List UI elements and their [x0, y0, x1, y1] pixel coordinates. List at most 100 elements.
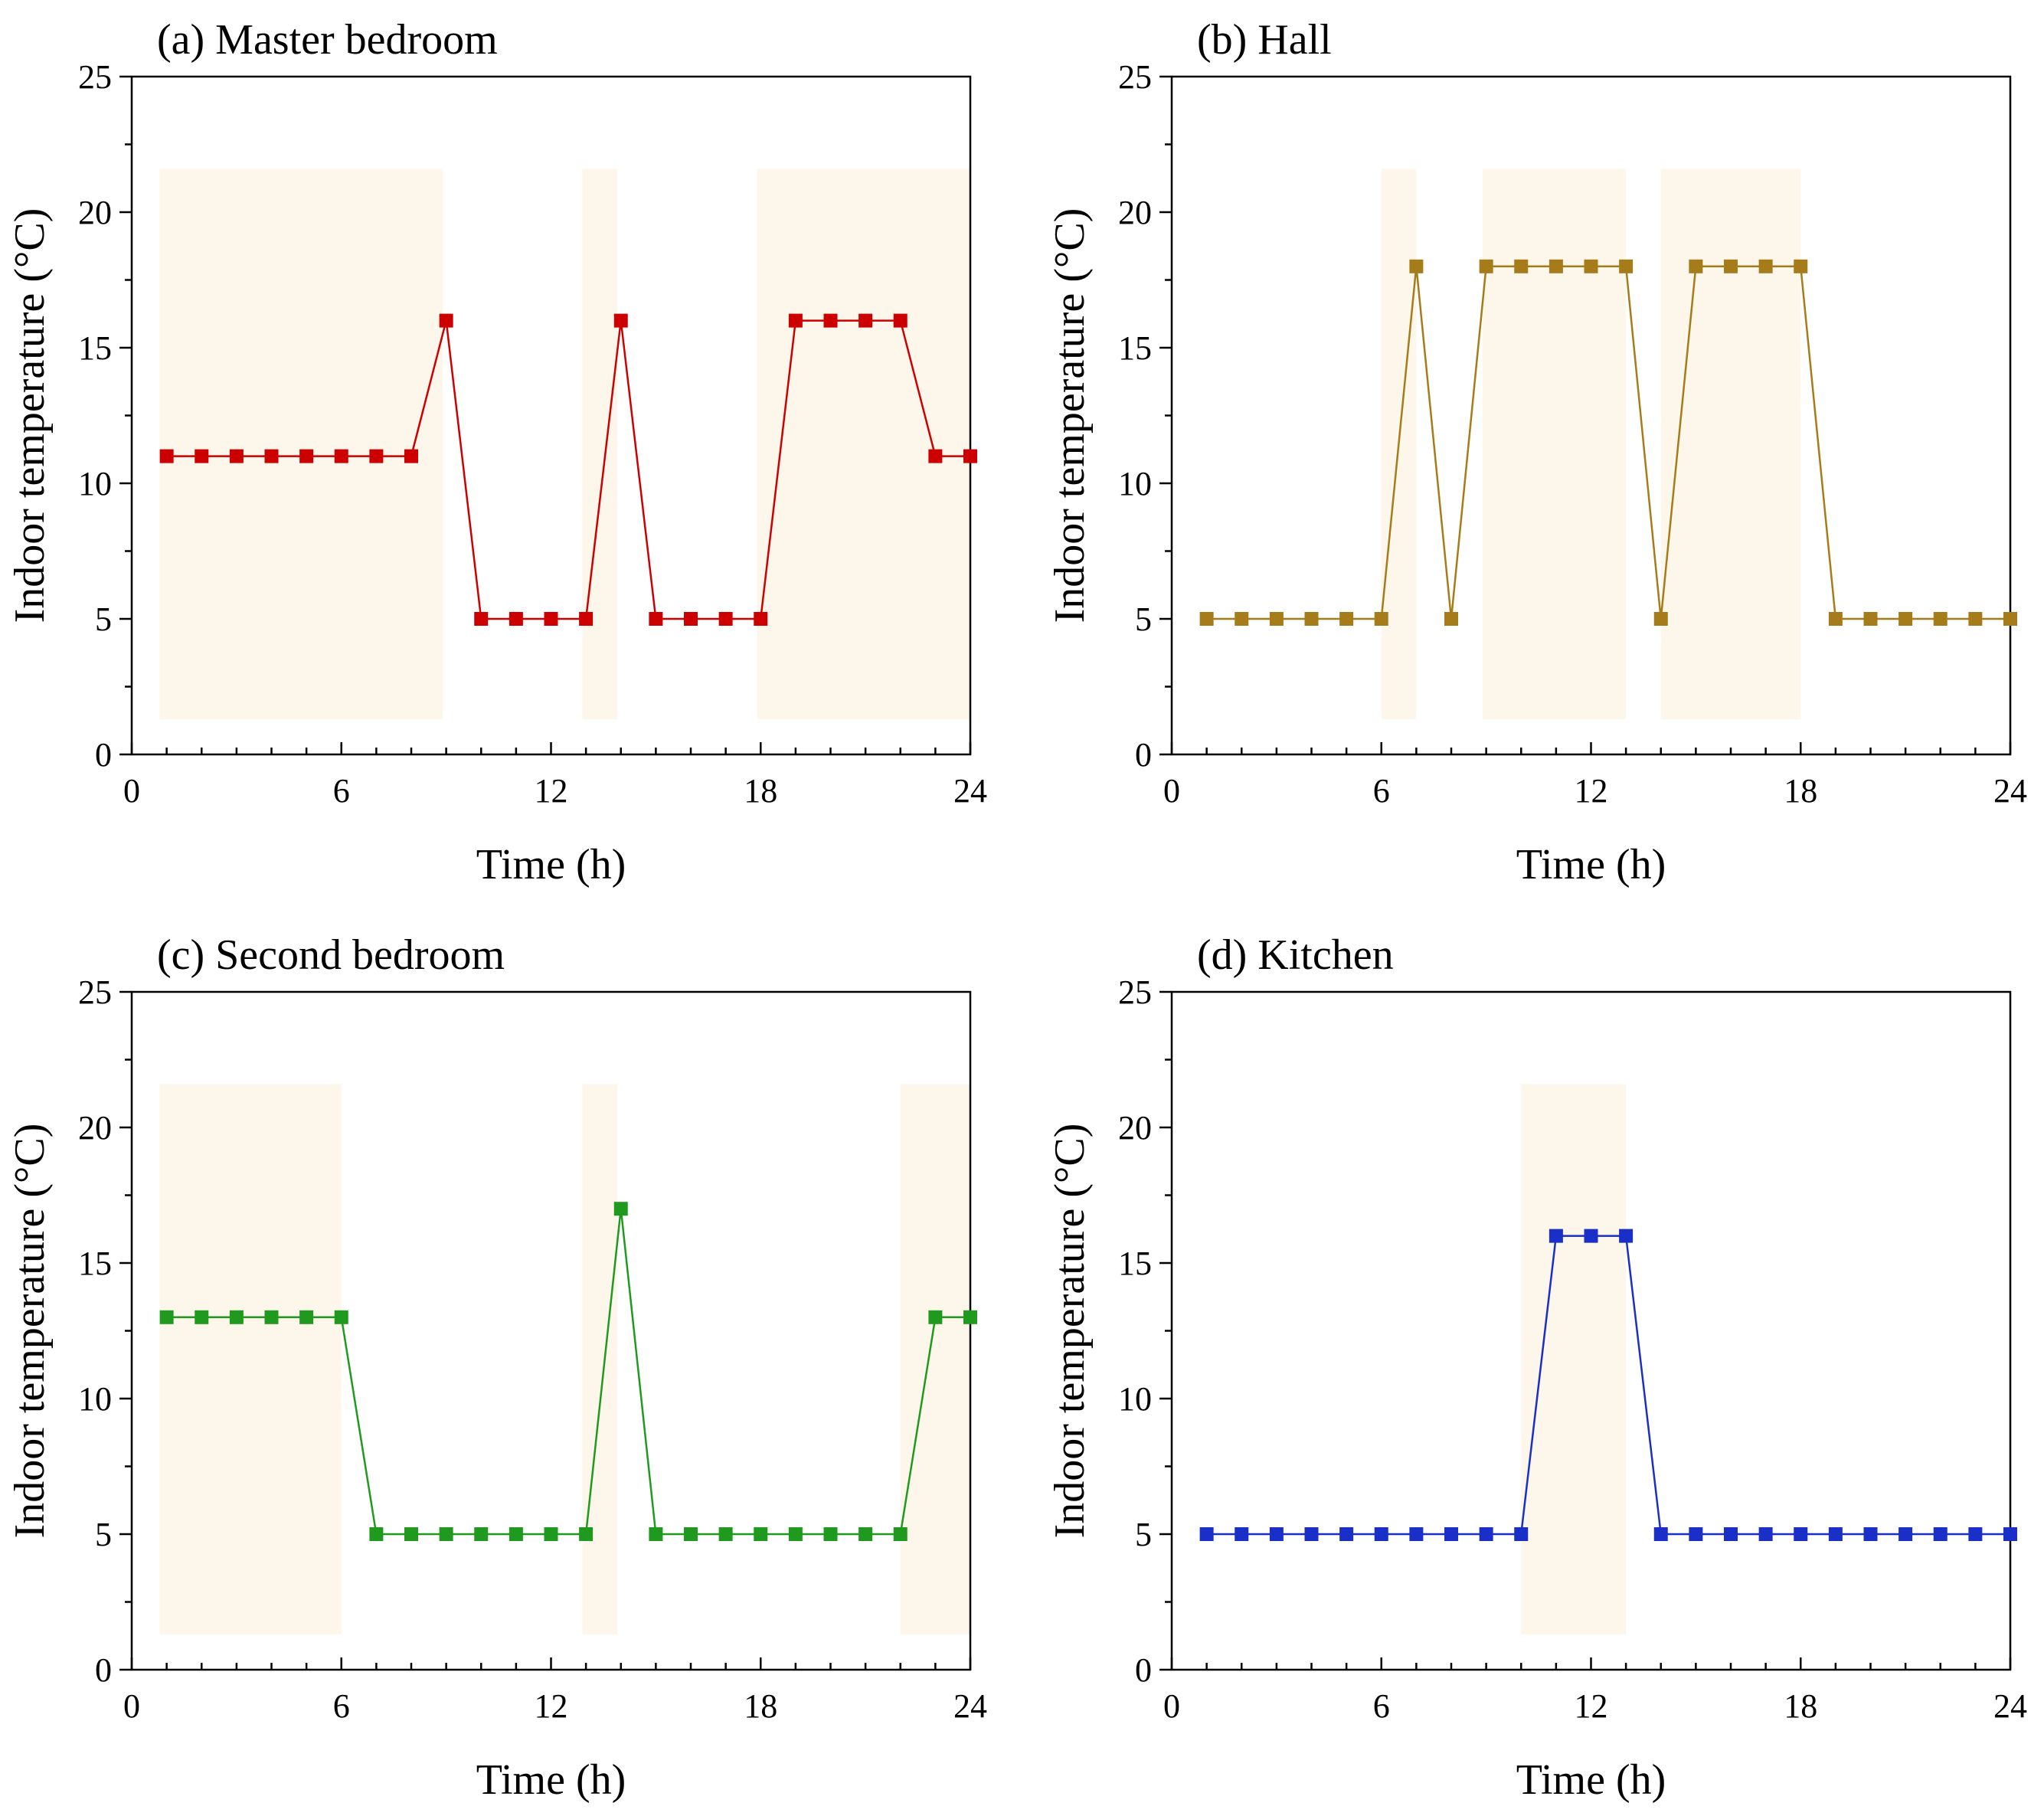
- x-axis-label: Time (h): [476, 1756, 626, 1804]
- data-point: [474, 612, 489, 626]
- data-point: [1304, 1527, 1319, 1541]
- data-point: [684, 1527, 698, 1541]
- y-tick-label: 15: [1118, 329, 1152, 367]
- data-point: [334, 1310, 348, 1324]
- data-point: [474, 1527, 489, 1541]
- data-point: [369, 449, 384, 463]
- y-axis-label: Indoor temperature (°C): [1046, 208, 1094, 623]
- data-point: [229, 1310, 244, 1324]
- y-tick-label: 0: [1135, 1651, 1152, 1689]
- data-point: [1828, 612, 1843, 626]
- y-tick-label: 10: [78, 465, 112, 502]
- data-point: [1549, 259, 1563, 273]
- y-tick-label: 5: [95, 1516, 112, 1553]
- data-point: [369, 1527, 384, 1541]
- data-point: [544, 612, 558, 626]
- data-point: [404, 449, 418, 463]
- y-tick-label: 10: [1118, 1380, 1152, 1418]
- data-point: [1269, 1527, 1284, 1541]
- y-tick-label: 5: [95, 600, 112, 638]
- data-point: [159, 449, 174, 463]
- x-axis-label: Time (h): [1516, 1756, 1666, 1804]
- data-point: [439, 1527, 453, 1541]
- data-point: [1968, 612, 1983, 626]
- y-tick-label: 25: [1118, 58, 1152, 96]
- y-tick-label: 0: [95, 736, 112, 774]
- shaded-period: [159, 169, 443, 719]
- data-point: [579, 612, 594, 626]
- data-point: [1374, 1527, 1388, 1541]
- data-point: [613, 313, 628, 328]
- x-tick-label: 18: [1784, 1687, 1817, 1725]
- data-point: [404, 1527, 418, 1541]
- data-point: [823, 1527, 838, 1541]
- y-tick-label: 0: [1135, 736, 1152, 774]
- data-point: [1724, 259, 1738, 273]
- data-point: [1898, 1527, 1913, 1541]
- data-point: [299, 1310, 314, 1324]
- y-tick-label: 5: [1135, 600, 1152, 638]
- data-point: [1479, 259, 1493, 273]
- data-point: [509, 612, 523, 626]
- shaded-period: [1483, 169, 1627, 719]
- data-point: [1828, 1527, 1843, 1541]
- data-point: [1235, 612, 1249, 626]
- x-tick-label: 24: [953, 1687, 987, 1725]
- data-point: [1409, 1527, 1424, 1541]
- data-point: [1933, 1527, 1948, 1541]
- data-point: [1584, 259, 1598, 273]
- y-axis-label: Indoor temperature (°C): [6, 1124, 54, 1539]
- x-tick-label: 18: [744, 772, 777, 810]
- data-point: [613, 1202, 628, 1216]
- data-point: [1758, 259, 1773, 273]
- x-tick-label: 12: [535, 772, 568, 810]
- x-tick-label: 12: [535, 1687, 568, 1725]
- data-point: [1514, 259, 1529, 273]
- y-tick-label: 25: [78, 973, 112, 1011]
- shaded-period: [582, 169, 618, 719]
- data-point: [334, 449, 348, 463]
- x-tick-label: 24: [1993, 1687, 2027, 1725]
- chart-title: (d) Kitchen: [1197, 931, 1394, 979]
- shaded-period: [159, 1084, 342, 1634]
- data-point: [718, 612, 733, 626]
- y-tick-label: 15: [78, 1245, 112, 1282]
- data-point: [229, 449, 244, 463]
- data-point: [1514, 1527, 1529, 1541]
- data-point: [1444, 1527, 1458, 1541]
- y-tick-label: 0: [95, 1651, 112, 1689]
- data-point: [754, 1527, 768, 1541]
- y-tick-label: 20: [78, 1109, 112, 1147]
- y-tick-label: 20: [1118, 194, 1152, 231]
- data-point: [963, 449, 977, 463]
- data-point: [579, 1527, 594, 1541]
- x-tick-label: 0: [123, 772, 140, 810]
- y-tick-label: 25: [1118, 973, 1152, 1011]
- x-tick-label: 0: [1163, 772, 1180, 810]
- x-tick-label: 12: [1575, 772, 1608, 810]
- y-tick-label: 25: [78, 58, 112, 96]
- data-point: [1653, 1527, 1668, 1541]
- data-point: [1304, 612, 1319, 626]
- chart-title: (c) Second bedroom: [157, 931, 505, 979]
- data-point: [788, 313, 803, 328]
- data-point: [1444, 612, 1458, 626]
- data-point: [264, 1310, 279, 1324]
- data-point: [1235, 1527, 1249, 1541]
- data-point: [754, 612, 768, 626]
- data-point: [1549, 1229, 1563, 1243]
- data-point: [893, 313, 908, 328]
- y-tick-label: 10: [1118, 465, 1152, 502]
- y-axis-label: Indoor temperature (°C): [1046, 1124, 1094, 1539]
- x-tick-label: 24: [1993, 772, 2027, 810]
- data-point: [159, 1310, 174, 1324]
- chart-title: (b) Hall: [1197, 16, 1332, 64]
- y-tick-label: 15: [1118, 1245, 1152, 1282]
- data-point: [195, 1310, 209, 1324]
- data-point: [264, 449, 279, 463]
- data-point: [649, 612, 663, 626]
- data-point: [1339, 612, 1354, 626]
- data-point: [1968, 1527, 1983, 1541]
- data-point: [1199, 612, 1214, 626]
